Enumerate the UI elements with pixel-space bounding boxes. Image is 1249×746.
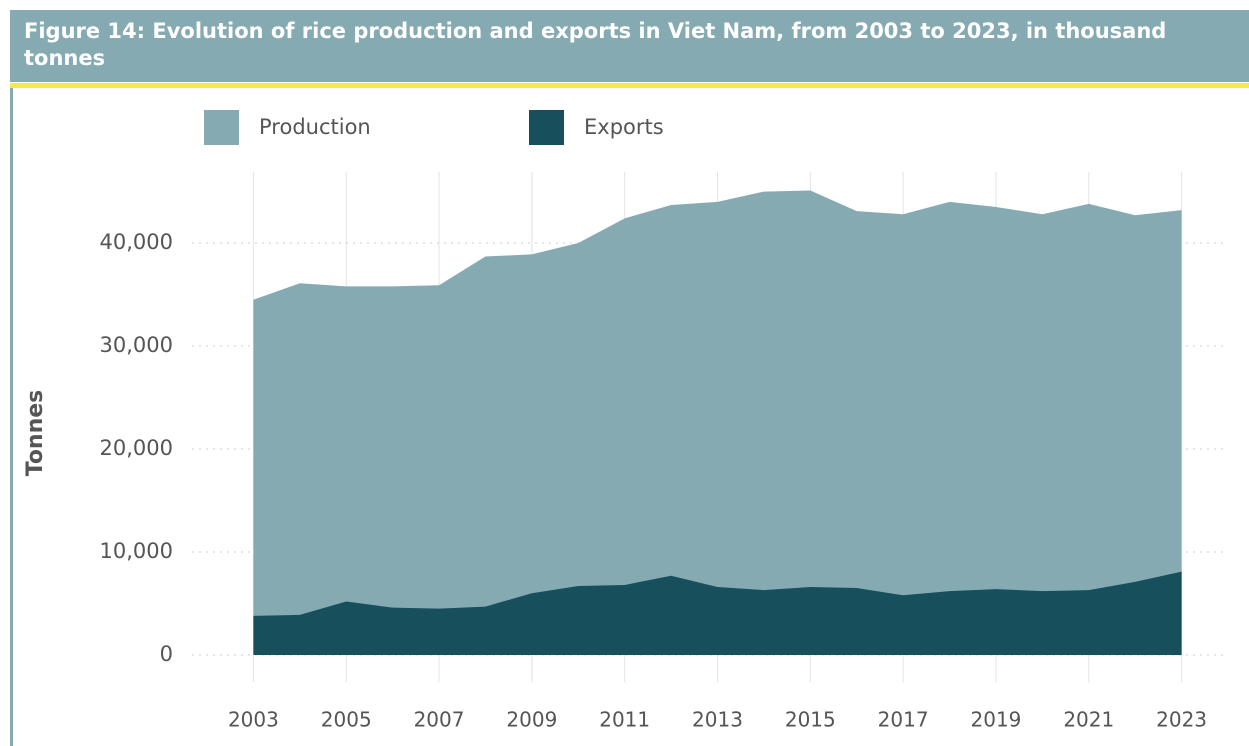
title-box: Figure 14: Evolution of rice production … — [24, 19, 1167, 70]
x-tick-label: 2009 — [506, 708, 557, 732]
area — [253, 571, 1182, 655]
header-band — [10, 10, 1249, 82]
x-tick-label: 2019 — [971, 708, 1022, 732]
legend-label: Exports — [584, 115, 664, 139]
y-tick-label: 10,000 — [100, 539, 173, 563]
x-tick-label: 2023 — [1156, 708, 1207, 732]
x-tick-label: 2017 — [878, 708, 929, 732]
area — [253, 190, 1182, 656]
header-rule — [10, 83, 1249, 88]
x-tick-label: 2015 — [785, 708, 836, 732]
y-tick-label: 20,000 — [100, 436, 173, 460]
y-axis-label: Tonnes — [23, 390, 48, 477]
x-tick-label: 2003 — [228, 708, 279, 732]
y-tick-label: 30,000 — [100, 333, 173, 357]
x-tick-label: 2007 — [414, 708, 465, 732]
y-tick-label: 40,000 — [100, 230, 173, 254]
x-tick-label: 2011 — [599, 708, 650, 732]
x-tick-label: 2021 — [1063, 708, 1114, 732]
legend-swatch — [204, 110, 239, 145]
y-tick-label: 0 — [160, 642, 173, 666]
chart-title: Figure 14: Evolution of rice production … — [24, 19, 1167, 70]
x-tick-label: 2005 — [321, 708, 372, 732]
legend-swatch — [529, 110, 564, 145]
left-border — [10, 88, 13, 746]
legend-label: Production — [259, 115, 371, 139]
x-tick-label: 2013 — [692, 708, 743, 732]
